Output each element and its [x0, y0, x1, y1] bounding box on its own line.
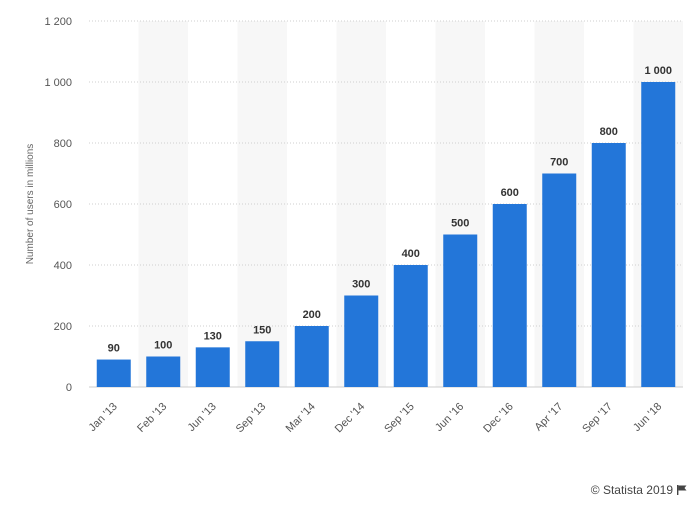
bars	[96, 82, 676, 388]
bar[interactable]	[542, 173, 577, 388]
data-label: 300	[352, 279, 370, 291]
y-tick-label: 400	[54, 260, 72, 272]
y-tick-label: 1 000	[44, 77, 72, 89]
data-label: 800	[600, 126, 618, 138]
x-tick-label: Sep '17	[580, 401, 615, 436]
bar[interactable]	[492, 204, 527, 387]
y-tick-label: 800	[54, 138, 72, 150]
bar[interactable]	[344, 295, 379, 388]
x-tick-label: Apr '17	[532, 401, 565, 434]
gridlines	[89, 20, 683, 388]
data-label: 700	[550, 157, 568, 169]
bar[interactable]	[96, 359, 131, 387]
x-tick-label: Sep '13	[234, 401, 269, 436]
x-tick-label: Mar '14	[284, 401, 318, 435]
x-tick-label: Dec '14	[333, 401, 368, 436]
data-label: 200	[303, 309, 321, 321]
bar[interactable]	[591, 143, 626, 387]
statista-credit[interactable]: © Statista 2019	[591, 483, 687, 497]
data-label: 100	[154, 340, 172, 352]
data-label: 90	[108, 343, 120, 355]
x-tick-label: Jan '13	[87, 401, 120, 434]
y-axis-label: Number of users in millions	[25, 144, 36, 265]
data-label: 150	[253, 324, 271, 336]
y-tick-label: 1 200	[44, 16, 72, 28]
data-label: 130	[204, 330, 222, 342]
bar[interactable]	[443, 234, 478, 388]
credit-text: © Statista 2019	[590, 483, 673, 497]
x-tick-label: Jun '16	[433, 401, 466, 434]
x-tick-label: Jun '13	[186, 401, 219, 434]
x-tick-label: Dec '16	[481, 401, 516, 436]
y-tick-label: 0	[66, 382, 72, 394]
y-axis-ticks: 0 200 400 600 800 1 000 1 200	[44, 16, 72, 394]
data-label: 600	[501, 187, 519, 199]
bar[interactable]	[245, 341, 280, 387]
data-label: 1 000	[644, 65, 672, 77]
flag-icon	[677, 485, 687, 495]
y-tick-label: 600	[54, 199, 72, 211]
bar[interactable]	[195, 347, 230, 387]
bar[interactable]	[294, 326, 329, 387]
data-label: 400	[402, 248, 420, 260]
bar[interactable]	[146, 356, 181, 388]
data-labels: 90 100 130 150 200 300 400 500 600 700 800 1 000	[108, 65, 672, 355]
y-tick-label: 200	[54, 321, 72, 333]
x-axis-ticks: Jan '13 Feb '13 Jun '13 Sep '13 Mar '14 Dec '…	[87, 401, 665, 436]
background-band	[138, 21, 188, 387]
bar[interactable]	[641, 82, 676, 387]
x-tick-label: Jun '18	[631, 401, 664, 434]
x-tick-label: Feb '13	[135, 401, 169, 435]
bar[interactable]	[393, 265, 428, 387]
x-tick-label: Sep '15	[382, 401, 417, 436]
data-label: 500	[451, 218, 469, 230]
